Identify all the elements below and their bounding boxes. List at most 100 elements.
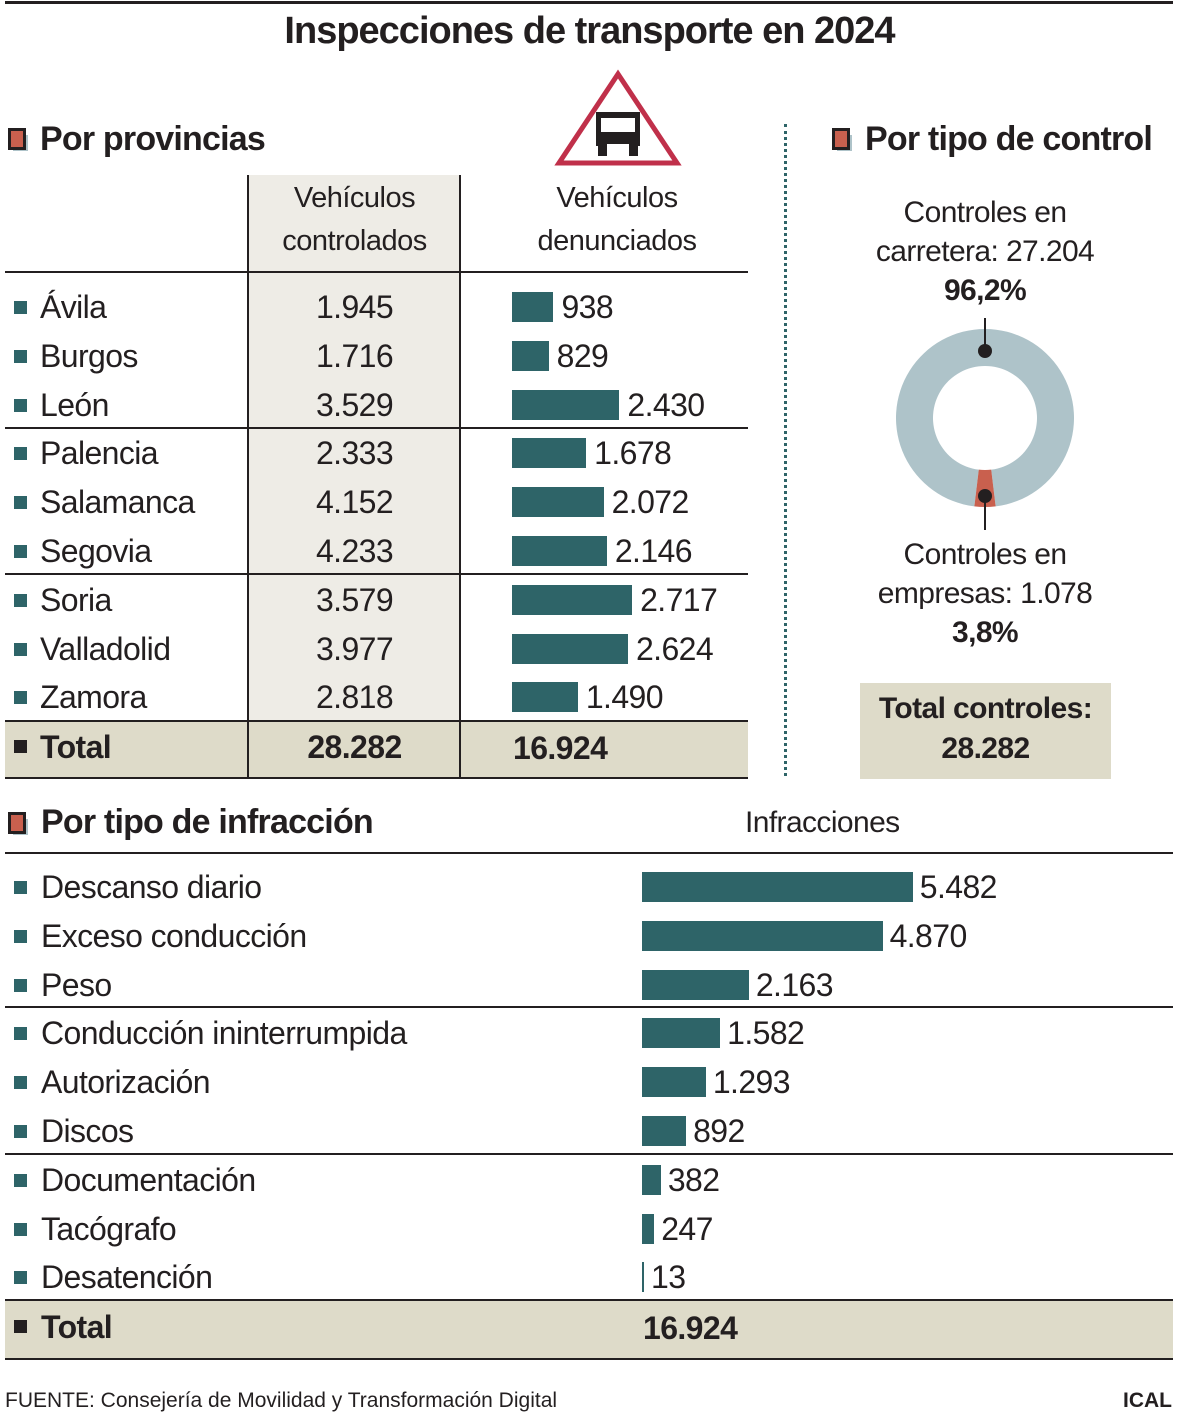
top-rule xyxy=(5,1,1173,4)
company-label-line: empresas: 1.078 xyxy=(877,577,1093,610)
company-label-line: Controles en xyxy=(903,538,1068,571)
infraction-label: 13 xyxy=(651,1259,686,1296)
bullet-icon xyxy=(14,881,27,894)
road-pct: 96,2% xyxy=(943,274,1027,307)
total-controls-value: 28.282 xyxy=(941,732,1030,765)
infraction-bar xyxy=(642,1116,687,1146)
infraction-label: 892 xyxy=(693,1113,745,1149)
infractions-section-title: Por tipo de infracción xyxy=(41,803,374,841)
company-pct: 3,8% xyxy=(952,616,1019,649)
bullet-icon xyxy=(14,447,27,461)
truck-warning-triangle-icon xyxy=(554,69,682,166)
bullet-icon xyxy=(14,1320,27,1333)
reported-bar xyxy=(512,438,587,469)
divider xyxy=(5,1006,1173,1008)
bullet-icon xyxy=(14,929,27,943)
company-leader-dot xyxy=(978,489,992,503)
infraction-name: Autorización xyxy=(41,1064,211,1101)
infraction-label: 5.482 xyxy=(919,869,998,905)
province-controlled: 3.579 xyxy=(315,581,394,618)
bullet-icon xyxy=(14,545,27,558)
column-rule xyxy=(247,175,249,779)
provinces-total-band xyxy=(5,721,748,778)
reported-bar xyxy=(512,487,604,518)
divider xyxy=(5,1299,1173,1301)
infraction-bar xyxy=(642,1213,655,1244)
province-controlled: 4.233 xyxy=(315,533,394,569)
infraction-name: Peso xyxy=(41,966,112,1003)
reported-label: 1.678 xyxy=(594,435,672,472)
reported-label: 1.490 xyxy=(585,679,664,716)
reported-label: 829 xyxy=(556,337,609,374)
control-section-title: Por tipo de control xyxy=(865,120,1153,158)
infraction-label: 1.582 xyxy=(727,1015,805,1052)
divider xyxy=(5,777,748,779)
infraction-name: Discos xyxy=(41,1113,134,1149)
province-controlled: 1.716 xyxy=(315,337,394,374)
col-header-line: Vehículos xyxy=(293,182,416,214)
reported-bar xyxy=(512,340,549,371)
reported-label: 2.072 xyxy=(611,484,690,521)
section-divider xyxy=(784,124,787,776)
section-bullet-icon xyxy=(832,128,854,151)
reported-bar xyxy=(512,633,628,664)
bullet-icon xyxy=(14,691,27,705)
bullet-icon xyxy=(14,301,27,314)
bullet-icon xyxy=(14,978,27,992)
total-controls-box: Total controles: 28.282 xyxy=(860,683,1111,779)
province-controlled: 1.945 xyxy=(315,289,394,325)
col-header-line: controlados xyxy=(282,225,427,257)
divider xyxy=(5,720,748,722)
infractions-total-band xyxy=(5,1300,1173,1358)
divider xyxy=(5,1153,1173,1155)
bullet-icon xyxy=(14,1173,27,1187)
reported-bar xyxy=(512,292,554,322)
province-name: Soria xyxy=(40,581,112,618)
bullet-icon xyxy=(14,1076,27,1090)
reported-bar xyxy=(512,682,578,713)
col-header-line: denunciados xyxy=(537,225,697,257)
provinces-total-reported: 16.924 xyxy=(513,730,608,766)
total-controls-label: Total controles: xyxy=(878,692,1093,725)
reported-label: 938 xyxy=(561,289,614,325)
col-header-line: Vehículos xyxy=(556,182,678,214)
bullet-icon xyxy=(14,1222,27,1236)
provinces-total-label: Total xyxy=(40,729,112,765)
province-controlled: 2.333 xyxy=(315,435,394,472)
infraction-bar xyxy=(642,1018,721,1049)
divider xyxy=(5,852,1173,854)
controlled-column-shade xyxy=(249,175,460,721)
bullet-icon xyxy=(14,1271,27,1285)
bullet-icon xyxy=(14,1125,27,1138)
infractions-total-label: Total xyxy=(41,1309,113,1345)
infraction-bar xyxy=(642,969,749,1000)
infraction-name: Documentación xyxy=(41,1161,256,1198)
source-note: FUENTE: Consejería de Movilidad y Transf… xyxy=(5,1389,558,1412)
road-leader-dot xyxy=(978,344,992,358)
divider xyxy=(5,427,748,429)
reported-label: 2.624 xyxy=(635,630,714,667)
infractions-total-value: 16.924 xyxy=(643,1310,738,1346)
divider xyxy=(5,1358,1173,1360)
col-header-controlled: Vehículos controlados xyxy=(249,177,460,263)
bullet-icon xyxy=(14,740,27,753)
infraction-label: 382 xyxy=(667,1161,720,1198)
province-name: Zamora xyxy=(40,679,147,716)
infraction-name: Tacógrafo xyxy=(41,1210,177,1247)
province-controlled: 4.152 xyxy=(315,484,394,521)
infraction-label: 247 xyxy=(661,1210,713,1247)
provinces-section-title: Por provincias xyxy=(40,120,266,158)
column-rule xyxy=(459,175,461,779)
infraction-label: 4.870 xyxy=(889,917,968,954)
province-name: Segovia xyxy=(40,533,152,569)
infraction-bar xyxy=(642,1164,661,1195)
bullet-icon xyxy=(14,642,27,656)
bullet-icon xyxy=(14,593,27,607)
bullet-icon xyxy=(14,398,27,412)
company-label: Controles en empresas: 1.078 3,8% xyxy=(835,535,1135,652)
infraction-bar xyxy=(642,920,883,951)
provinces-total-controlled: 28.282 xyxy=(307,729,402,765)
infraction-name: Conducción ininterrumpida xyxy=(41,1015,407,1052)
infraction-label: 2.163 xyxy=(755,966,834,1003)
